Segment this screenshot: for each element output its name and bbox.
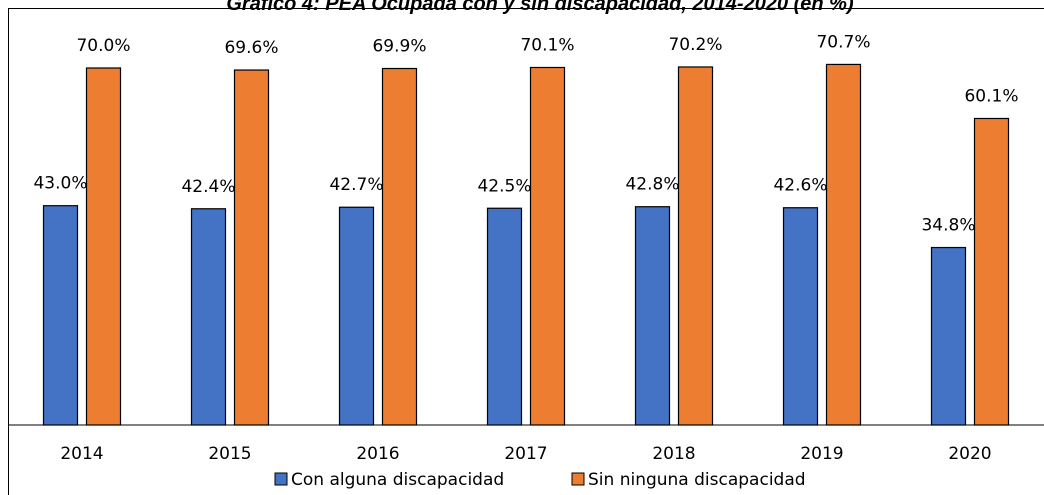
data-label-sin-2016: 69.9% <box>372 37 426 57</box>
legend: Con alguna discapacidad Sin ninguna disca… <box>274 470 806 490</box>
x-tick-label-2017: 2017 <box>504 444 547 464</box>
chart-frame <box>8 8 1044 495</box>
data-label-con-2014: 43.0% <box>33 174 87 194</box>
x-tick-label-2016: 2016 <box>356 444 399 464</box>
x-tick-label-2018: 2018 <box>652 444 695 464</box>
data-label-con-2015: 42.4% <box>181 177 235 197</box>
bar-con-discapacidad-2020 <box>930 246 967 426</box>
data-label-con-2016: 42.7% <box>329 175 383 195</box>
bar-con-discapacidad-2015 <box>190 208 227 426</box>
x-tick-label-2020: 2020 <box>948 444 991 464</box>
bar-sin-discapacidad-2020 <box>973 117 1010 426</box>
legend-swatch-sin <box>571 472 585 486</box>
legend-label-con: Con alguna discapacidad <box>291 470 504 490</box>
bar-sin-discapacidad-2014 <box>85 67 122 426</box>
bar-con-discapacidad-2017 <box>486 207 523 426</box>
data-label-con-2017: 42.5% <box>477 176 531 196</box>
bar-sin-discapacidad-2016 <box>381 67 418 426</box>
bar-sin-discapacidad-2019 <box>825 63 862 426</box>
data-label-con-2020: 34.8% <box>921 216 975 236</box>
x-tick-labels: 2014 2015 2016 2017 2018 2019 2020 <box>60 444 991 464</box>
x-tick-label-2019: 2019 <box>800 444 843 464</box>
data-label-sin-2019: 70.7% <box>816 32 870 52</box>
legend-label-sin: Sin ninguna discapacidad <box>588 470 806 490</box>
legend-swatch-con <box>274 472 288 486</box>
bar-sin-discapacidad-2018 <box>677 66 714 426</box>
bar-sin-discapacidad-2017 <box>529 66 566 426</box>
bar-con-discapacidad-2014 <box>42 205 79 426</box>
chart-title: Gráfico 4: PEA Ocupada con y sin discapa… <box>226 0 854 15</box>
data-label-sin-2014: 70.0% <box>76 36 130 56</box>
data-label-sin-2020: 60.1% <box>964 86 1018 106</box>
bars-layer: 43.0% 70.0% 42.4% 69.6% 42.7% 69.9% 42.5% 70.1%… <box>33 32 1019 426</box>
data-label-sin-2018: 70.2% <box>668 35 722 55</box>
data-label-sin-2015: 69.6% <box>224 38 278 58</box>
x-tick-label-2015: 2015 <box>208 444 251 464</box>
data-label-con-2019: 42.6% <box>773 176 827 196</box>
bar-con-discapacidad-2019 <box>782 207 819 426</box>
bar-con-discapacidad-2018 <box>634 206 671 426</box>
bar-con-discapacidad-2016 <box>338 206 375 426</box>
bar-sin-discapacidad-2015 <box>233 69 270 426</box>
data-label-sin-2017: 70.1% <box>520 35 574 55</box>
data-label-con-2018: 42.8% <box>625 175 679 195</box>
x-tick-label-2014: 2014 <box>60 444 103 464</box>
